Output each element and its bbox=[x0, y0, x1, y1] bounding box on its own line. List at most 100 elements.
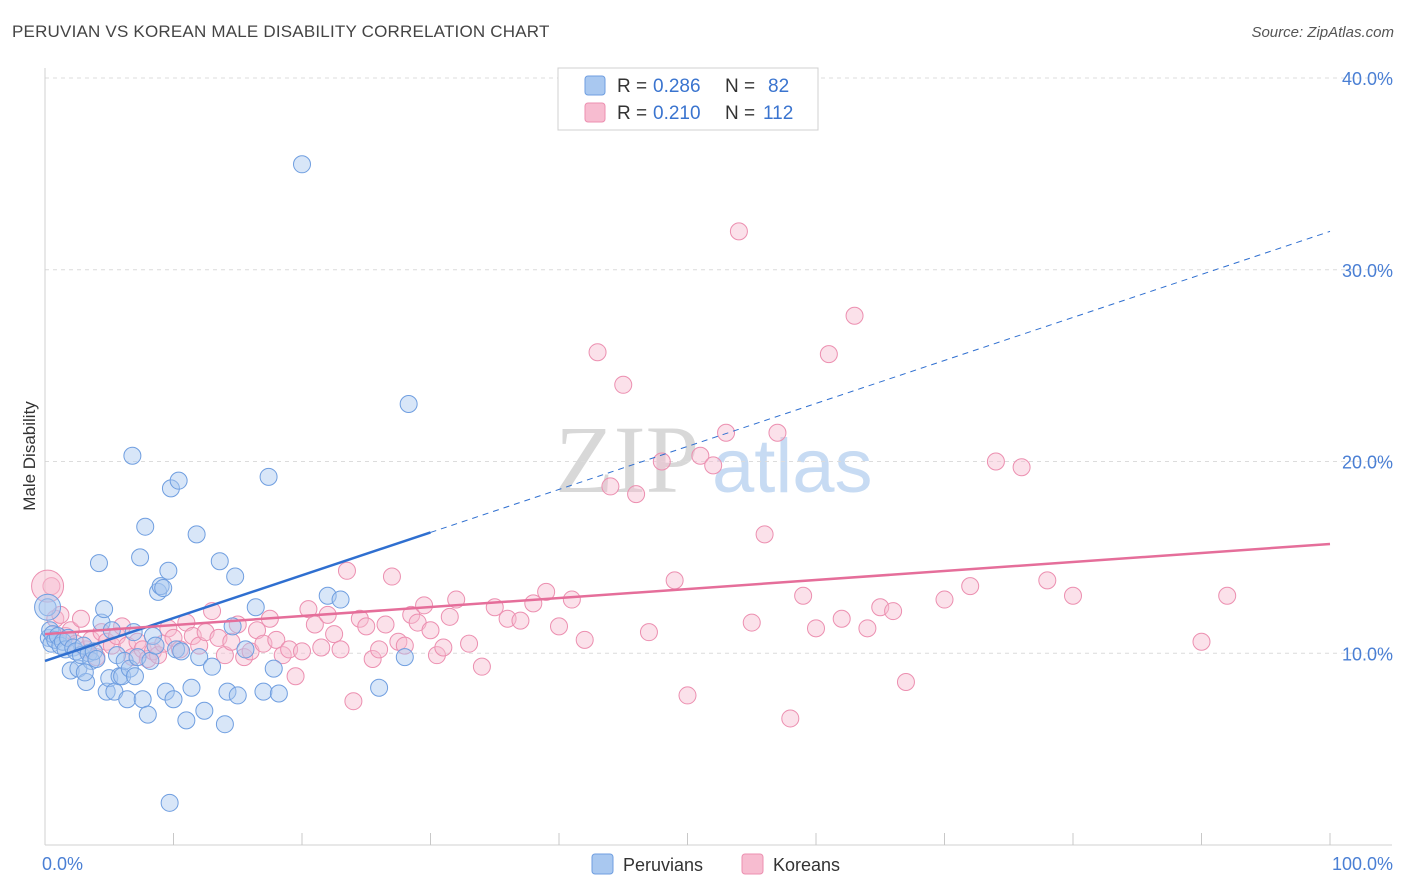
tick-labels: 10.0% 20.0% 30.0% 40.0% 0.0% 100.0% bbox=[42, 69, 1393, 874]
peruvian-point bbox=[177, 711, 196, 730]
legend-swatch-koreans bbox=[584, 102, 606, 123]
peruvian-point bbox=[131, 548, 150, 567]
legend-n-label-koreans: N = bbox=[725, 103, 755, 124]
korean-point bbox=[665, 571, 684, 590]
peruvian-point bbox=[254, 682, 273, 701]
peruvian-point bbox=[161, 479, 180, 498]
korean-point bbox=[627, 485, 646, 504]
korean-point bbox=[350, 609, 369, 628]
korean-point bbox=[678, 686, 697, 705]
korean-point bbox=[819, 345, 838, 364]
korean-point bbox=[575, 630, 594, 649]
chart-title: PERUVIAN VS KOREAN MALE DISABILITY CORRE… bbox=[12, 22, 550, 41]
legend-n-value-koreans: 112 bbox=[763, 103, 793, 124]
legend-r-value-koreans: 0.210 bbox=[653, 103, 701, 124]
korean-point bbox=[794, 586, 813, 605]
peruvian-point bbox=[226, 567, 245, 586]
peruvian-point bbox=[61, 661, 80, 680]
korean-point bbox=[427, 646, 446, 665]
korean-point bbox=[267, 630, 286, 649]
peruvian-point bbox=[203, 657, 222, 676]
peruvian-point bbox=[151, 577, 170, 596]
peruvians-trend-dashed bbox=[430, 230, 1331, 533]
peruvian-point bbox=[89, 554, 108, 573]
korean-point bbox=[299, 600, 318, 619]
peruvian-point bbox=[370, 678, 389, 697]
peruvians-points bbox=[34, 155, 418, 812]
peruvian-point bbox=[190, 648, 209, 667]
peruvian-point bbox=[399, 394, 418, 413]
korean-point bbox=[858, 619, 877, 638]
y-tick-label-30: 30.0% bbox=[1342, 261, 1393, 281]
peruvian-point bbox=[123, 446, 142, 465]
y-axis-label: Male Disability bbox=[20, 401, 39, 511]
korean-point bbox=[729, 222, 748, 241]
y-tick-label-20: 20.0% bbox=[1342, 453, 1393, 473]
peruvian-point bbox=[246, 598, 265, 617]
korean-point bbox=[421, 621, 440, 640]
y-tick-label-40: 40.0% bbox=[1342, 69, 1393, 89]
peruvian-point bbox=[228, 686, 247, 705]
korean-point bbox=[460, 634, 479, 653]
peruvian-point bbox=[195, 701, 214, 720]
peruvian-point bbox=[95, 600, 114, 619]
trend-lines bbox=[44, 230, 1331, 663]
peruvian-point bbox=[331, 590, 350, 609]
peruvian-point bbox=[218, 682, 237, 701]
peruvian-point bbox=[160, 793, 179, 812]
peruvian-point bbox=[236, 640, 255, 659]
y-tick-label-10: 10.0% bbox=[1342, 644, 1393, 664]
korean-point bbox=[402, 605, 421, 624]
peruvian-point bbox=[136, 517, 155, 536]
korean-point bbox=[691, 446, 710, 465]
legend-n-label-peruvians: N = bbox=[725, 76, 755, 97]
korean-point bbox=[807, 619, 825, 638]
peruvian-point bbox=[172, 642, 191, 661]
peruvian-point bbox=[215, 715, 234, 734]
grid-lines bbox=[45, 77, 1392, 654]
peruvian-point bbox=[182, 678, 201, 697]
korean-point bbox=[832, 609, 851, 628]
korean-point bbox=[376, 615, 395, 634]
korean-point bbox=[363, 650, 382, 669]
peruvian-point bbox=[259, 467, 278, 486]
korean-point bbox=[768, 423, 787, 442]
korean-point bbox=[652, 452, 671, 471]
korean-point bbox=[415, 596, 434, 615]
korean-point bbox=[639, 623, 658, 642]
peruvian-point-large bbox=[34, 593, 62, 621]
peruvian-point bbox=[269, 684, 288, 703]
korean-point bbox=[961, 577, 980, 596]
korean-point bbox=[601, 477, 620, 496]
peruvian-point bbox=[264, 659, 283, 678]
peruvian-point bbox=[395, 648, 414, 667]
korean-point bbox=[222, 632, 241, 651]
korean-point bbox=[986, 452, 1005, 471]
korean-point bbox=[312, 638, 331, 657]
peruvian-point bbox=[133, 690, 152, 709]
korean-point bbox=[434, 638, 453, 657]
bottom-legend-swatch-peruvians bbox=[591, 853, 614, 875]
korean-point bbox=[71, 609, 90, 628]
korean-point bbox=[511, 611, 530, 630]
peruvian-point bbox=[113, 667, 132, 686]
bottom-legend-peruvians: Peruvians bbox=[623, 855, 703, 875]
korean-point bbox=[704, 456, 723, 475]
chart-source: Source: ZipAtlas.com bbox=[1251, 24, 1394, 41]
peruvian-point bbox=[125, 667, 144, 686]
korean-point bbox=[1218, 586, 1237, 605]
bottom-legend-swatch-koreans bbox=[741, 853, 764, 875]
peruvian-point bbox=[159, 561, 178, 580]
korean-point bbox=[382, 567, 401, 586]
korean-point bbox=[717, 423, 736, 442]
korean-point bbox=[1064, 586, 1082, 605]
korean-point bbox=[325, 625, 344, 644]
peruvian-point bbox=[164, 690, 183, 709]
peruvians-trend-line bbox=[44, 531, 431, 663]
korean-point bbox=[164, 628, 183, 647]
watermark-zip: ZIP bbox=[555, 406, 699, 513]
korean-point bbox=[896, 673, 915, 692]
korean-point bbox=[472, 657, 491, 676]
korean-point bbox=[344, 692, 363, 711]
korean-point bbox=[1012, 458, 1031, 477]
